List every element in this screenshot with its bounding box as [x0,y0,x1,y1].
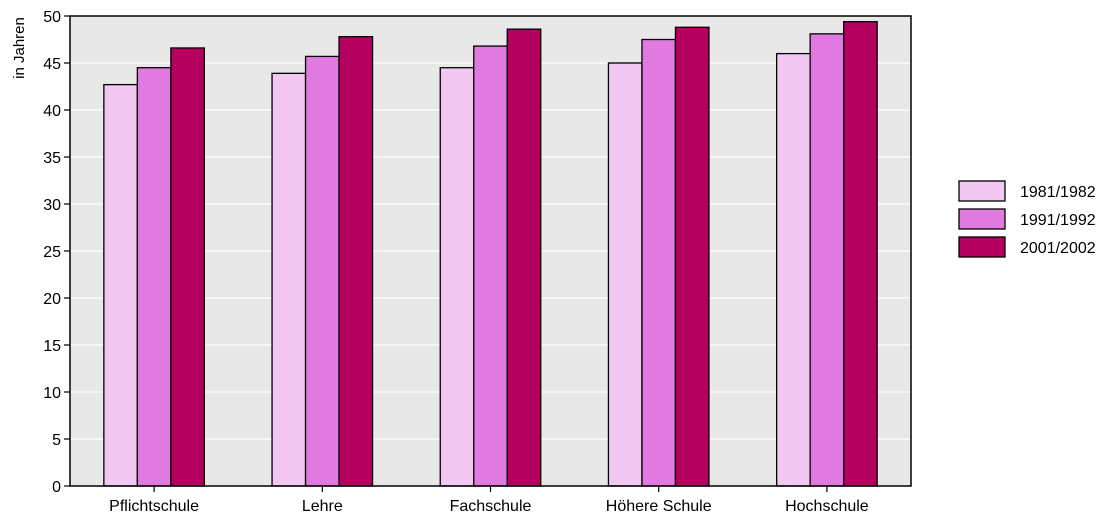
bar-1991/1992-Pflichtschule [136,67,172,487]
bar-2001/2002-Höhere Schule [674,26,710,487]
legend: 1981/1982 1991/1992 2001/2002 [958,180,1096,258]
y-tick-label: 20 [43,291,61,308]
bars [103,20,878,487]
bar-2001/2002-Hochschule [843,20,878,487]
x-tick-label: Pflichtschule [109,498,199,515]
bar-2001/2002-Pflichtschule [170,47,206,487]
x-tick-label: Höhere Schule [606,498,712,515]
legend-swatch [958,208,1006,230]
y-tick-label: 35 [43,150,61,167]
legend-label: 1981/1982 [1020,184,1096,201]
bar-1981/1982-Hochschule [776,52,811,487]
legend-label: 1991/1992 [1020,212,1096,229]
bar-1981/1982-Lehre [271,72,307,487]
bar-2001/2002-Lehre [338,36,374,487]
legend-swatch [958,236,1006,258]
y-tick-label: 50 [43,9,61,26]
x-tick-label: Lehre [302,498,343,515]
bar-1991/1992-Fachschule [473,45,508,487]
y-tick-label: 5 [52,432,61,449]
y-tick-label: 25 [43,244,61,261]
y-axis: 0 5 10 15 20 25 30 35 40 45 50 [43,9,70,496]
y-tick-label: 45 [43,56,61,73]
x-tick-label: Fachschule [450,498,532,515]
bar-1991/1992-Hochschule [809,33,845,487]
bar-1981/1982-Höhere Schule [607,62,643,487]
y-tick-label: 15 [43,338,61,355]
y-tick-label: 10 [43,385,61,402]
bar-1991/1992-Lehre [304,55,340,487]
y-tick-label: 30 [43,197,61,214]
legend-swatch [958,180,1006,202]
bar-2001/2002-Fachschule [506,28,542,487]
y-axis-title: in Jahren [11,17,28,79]
x-tick-label: Hochschule [785,498,869,515]
x-axis: Pflichtschule Lehre Fachschule Höhere Schul… [109,486,869,515]
bar-1981/1982-Pflichtschule [103,83,138,487]
bar-1981/1982-Fachschule [439,67,475,487]
legend-label: 2001/2002 [1020,240,1096,257]
y-tick-label: 0 [52,479,61,496]
bar-1991/1992-Höhere Schule [641,38,677,487]
y-tick-label: 40 [43,103,61,120]
